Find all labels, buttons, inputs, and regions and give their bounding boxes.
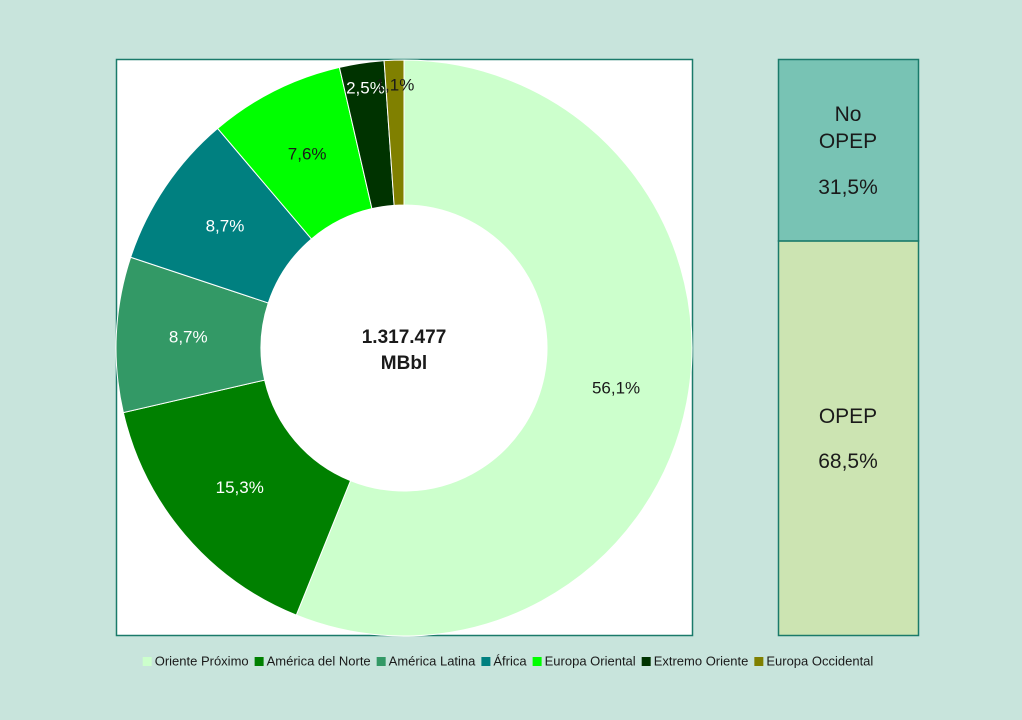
segment-label-box: No OPEP 31,5%: [778, 60, 918, 241]
slice-label: 2,5%: [346, 78, 385, 97]
donut-slice: [383, 59, 405, 206]
legend-swatch: [376, 657, 386, 666]
legend-swatch: [481, 657, 491, 666]
bar-segment: [777, 58, 920, 242]
legend-swatch: [142, 657, 152, 666]
legend-swatch: [754, 657, 764, 666]
slice-label: 56,1%: [592, 379, 640, 398]
segment-name: OPEP: [818, 404, 878, 428]
center-label: MBbl: [381, 353, 427, 374]
legend-swatch: [254, 657, 264, 666]
legend-label: Oriente Próximo: [155, 653, 249, 668]
donut-slice: [295, 59, 693, 637]
slice-label: 8,7%: [206, 217, 245, 236]
legend-label: América del Norte: [267, 653, 371, 668]
legend-swatch: [641, 657, 651, 666]
legend-label: Europa Oriental: [545, 653, 636, 668]
segment-label: OPEP 68,5%: [778, 241, 918, 636]
center-label: 1.317.477: [362, 327, 447, 348]
legend-swatch: [532, 657, 542, 666]
segment-label: No OPEP 31,5%: [778, 60, 918, 241]
legend-label: Europa Occidental: [766, 653, 873, 668]
legend-label: Extremo Oriente: [654, 653, 749, 668]
bar-segment: [777, 240, 920, 637]
legend-label: África: [493, 653, 527, 668]
segment-label-box: OPEP 68,5%: [778, 241, 918, 636]
donut-slice: [122, 379, 352, 616]
legend: Oriente Próximo América del Norte América …: [142, 653, 873, 668]
slice-label: 8,7%: [169, 327, 208, 346]
legend-label: América Latina: [389, 653, 476, 668]
slice-label: 1,1%: [376, 76, 415, 95]
slice-label: 15,3%: [216, 478, 264, 497]
segment-value: 68,5%: [818, 449, 878, 473]
segment-name: No OPEP: [818, 102, 878, 154]
slice-label: 7,6%: [288, 144, 327, 163]
segment-value: 31,5%: [818, 175, 878, 199]
